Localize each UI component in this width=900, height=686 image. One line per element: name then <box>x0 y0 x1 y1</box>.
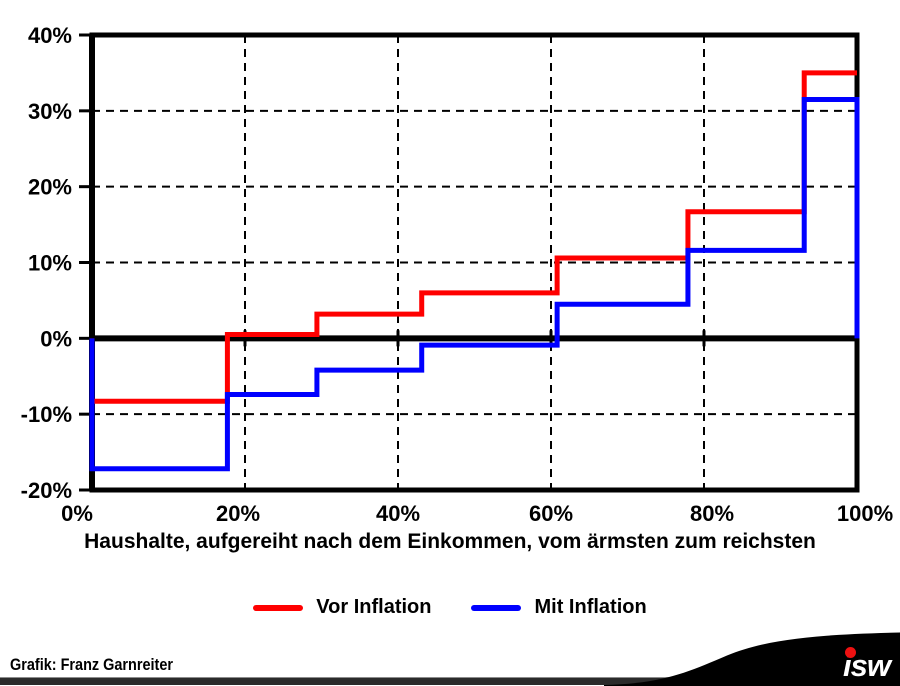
y-tick-label: 0% <box>40 326 72 351</box>
y-tick-label: 40% <box>28 23 72 48</box>
plot-area: 40%30%20%10%0%-10%-20%0% 20% 40% 60% 80% 100% <box>21 23 894 526</box>
y-tick-label: 10% <box>28 251 72 276</box>
logo-red-dot <box>845 647 856 658</box>
x-tick-label: 60% <box>529 501 573 526</box>
y-tick-label: 20% <box>28 175 72 200</box>
x-tick-label: 40% <box>376 501 420 526</box>
y-tick-label: 30% <box>28 99 72 124</box>
x-axis-title: Haushalte, aufgereiht nach dem Einkommen… <box>84 530 816 553</box>
series-line-vor-inflation <box>89 70 857 404</box>
x-tick-label: 80% <box>690 501 734 526</box>
y-tick-label: -20% <box>21 478 72 503</box>
series-line-mit-inflation <box>89 96 860 472</box>
x-tick-label: 0% <box>61 501 93 526</box>
legend-label-mit-inflation: Mit Inflation <box>534 596 647 618</box>
y-tick-label: -10% <box>21 402 72 427</box>
x-tick-label: 100% <box>837 501 893 526</box>
bottom-bar <box>0 677 900 685</box>
legend-label-vor-inflation: Vor Inflation <box>316 596 432 618</box>
credit-text: Grafik: Franz Garnreiter <box>10 655 174 674</box>
legend-swatch-blue-line <box>471 604 522 611</box>
isw-logo: isw <box>604 632 900 686</box>
legend-item-mit-inflation: Mit Inflation <box>471 596 647 619</box>
logo-swoosh-shape <box>604 632 900 686</box>
legend-swatch-red-line <box>253 604 304 611</box>
x-tick-label: 20% <box>216 501 260 526</box>
legend: Vor Inflation Mit Inflation <box>0 596 900 619</box>
legend-item-vor-inflation: Vor Inflation <box>253 596 431 619</box>
